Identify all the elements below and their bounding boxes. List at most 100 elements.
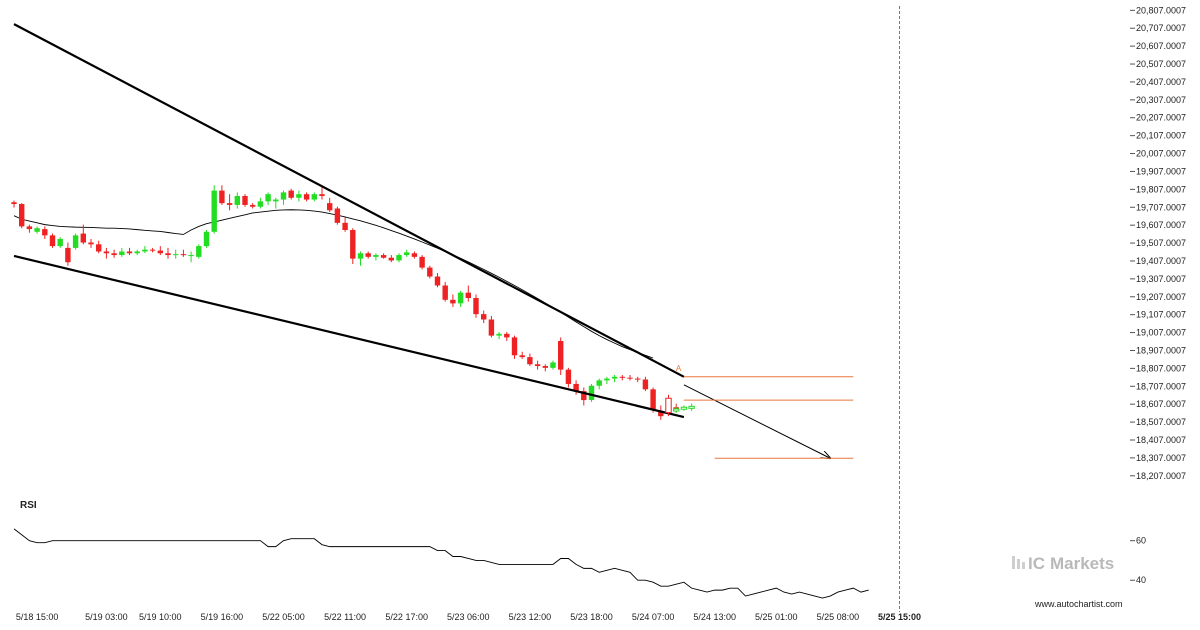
- candle-body: [604, 378, 610, 381]
- candle-body: [488, 319, 495, 336]
- price-candles: [11, 185, 679, 420]
- time-tick-label: 5/25 08:00: [817, 612, 860, 622]
- candle-body: [211, 190, 217, 232]
- price-tick-label: 18,407.0007: [1136, 435, 1186, 445]
- rsi-title: RSI: [20, 500, 37, 511]
- price-tick-label: 20,707.0007: [1136, 23, 1186, 33]
- time-tick-label: 5/23 18:00: [570, 612, 613, 622]
- candle-body: [558, 340, 564, 370]
- candle-body: [596, 380, 602, 386]
- time-tick-label: 5/18 15:00: [16, 612, 59, 622]
- candle-body: [88, 242, 94, 245]
- price-tick-label: 19,707.0007: [1136, 202, 1186, 212]
- candle-body: [319, 194, 325, 196]
- projection-candle-body: [665, 397, 672, 414]
- trendline: [13, 23, 685, 378]
- candle-body: [581, 391, 587, 401]
- candle-body: [327, 203, 333, 211]
- candle-body: [49, 235, 56, 247]
- candle-body: [419, 256, 425, 268]
- candle-body: [635, 378, 641, 380]
- time-tick-label: 5/25 15:00: [878, 612, 921, 622]
- price-tick-label: 18,207.0007: [1136, 471, 1186, 481]
- broker-logo: IC Markets: [1012, 554, 1114, 573]
- time-tick-label: 5/22 05:00: [262, 612, 305, 622]
- price-tick-label: 20,407.0007: [1136, 77, 1186, 87]
- candle-body: [365, 253, 371, 257]
- candle-body: [550, 362, 556, 368]
- candle-body: [404, 252, 410, 256]
- candle-body: [303, 194, 310, 200]
- candle-body: [457, 292, 464, 304]
- time-tick-label: 5/23 12:00: [509, 612, 552, 622]
- candle-body: [250, 204, 256, 207]
- candle-body: [434, 276, 441, 286]
- candle-body: [442, 285, 448, 300]
- candle-body: [257, 201, 264, 207]
- candle-body: [519, 355, 525, 358]
- candle-body: [619, 376, 625, 378]
- candle-body: [542, 366, 548, 368]
- candle-body: [527, 357, 533, 365]
- price-tick-label: 19,007.0007: [1136, 328, 1186, 338]
- candle-body: [188, 255, 194, 257]
- projection-arrow: [683, 384, 830, 458]
- candle-body: [273, 199, 279, 202]
- logo-suffix: Markets: [1050, 554, 1114, 573]
- candle-body: [388, 257, 394, 261]
- candle-body: [396, 255, 402, 261]
- price-tick-label: 18,707.0007: [1136, 381, 1186, 391]
- candle-body: [96, 244, 102, 252]
- time-tick-label: 5/19 16:00: [201, 612, 244, 622]
- candle-body: [627, 377, 633, 379]
- candle-body: [111, 253, 117, 256]
- candle-body: [34, 228, 40, 232]
- moving-average-path: [13, 209, 654, 359]
- website-label: www.autochartist.com: [1034, 599, 1123, 609]
- candle-body: [411, 253, 418, 257]
- candle-body: [26, 226, 33, 230]
- projection-candle-body: [680, 406, 688, 410]
- candle-body: [565, 369, 572, 384]
- candle-body: [265, 194, 271, 202]
- candle-body: [288, 190, 294, 198]
- candle-body: [534, 364, 541, 367]
- candle-body: [350, 229, 356, 259]
- price-tick-label: 18,507.0007: [1136, 417, 1186, 427]
- time-tick-label: 5/23 06:00: [447, 612, 490, 622]
- candle-body: [611, 376, 618, 379]
- candle-body: [173, 254, 179, 256]
- time-tick-label: 5/19 03:00: [85, 612, 128, 622]
- price-tick-label: 20,807.0007: [1136, 5, 1186, 15]
- trendline: [13, 254, 685, 419]
- candle-body: [103, 251, 110, 254]
- candle-body: [465, 292, 471, 299]
- candle-body: [203, 231, 210, 247]
- candle-body: [80, 233, 86, 243]
- candle-body: [357, 253, 364, 259]
- time-tick-label: 5/19 10:00: [139, 612, 182, 622]
- candle-body: [65, 247, 71, 263]
- candle-body: [242, 195, 248, 205]
- candle-body: [588, 385, 595, 401]
- price-tick-label: 19,507.0007: [1136, 238, 1186, 248]
- candle-body: [157, 250, 163, 254]
- price-tick-label: 20,307.0007: [1136, 95, 1186, 105]
- price-tick-label: 19,907.0007: [1136, 166, 1186, 176]
- candle-body: [342, 222, 348, 230]
- candle-body: [511, 337, 518, 356]
- projection-candle-body: [688, 405, 695, 409]
- price-tick-label: 18,607.0007: [1136, 399, 1186, 409]
- price-tick-label: 20,107.0007: [1136, 131, 1186, 141]
- candle-body: [119, 251, 125, 256]
- candle-body: [650, 389, 656, 410]
- price-tick-label: 19,307.0007: [1136, 274, 1186, 284]
- candle-body: [334, 208, 341, 223]
- candle-body: [180, 254, 187, 256]
- price-tick-label: 18,907.0007: [1136, 345, 1186, 355]
- pattern-marker-label: A: [676, 364, 682, 373]
- price-tick-label: 19,207.0007: [1136, 292, 1186, 302]
- logo-mark: [1022, 562, 1025, 569]
- logo-mark: [1017, 559, 1020, 569]
